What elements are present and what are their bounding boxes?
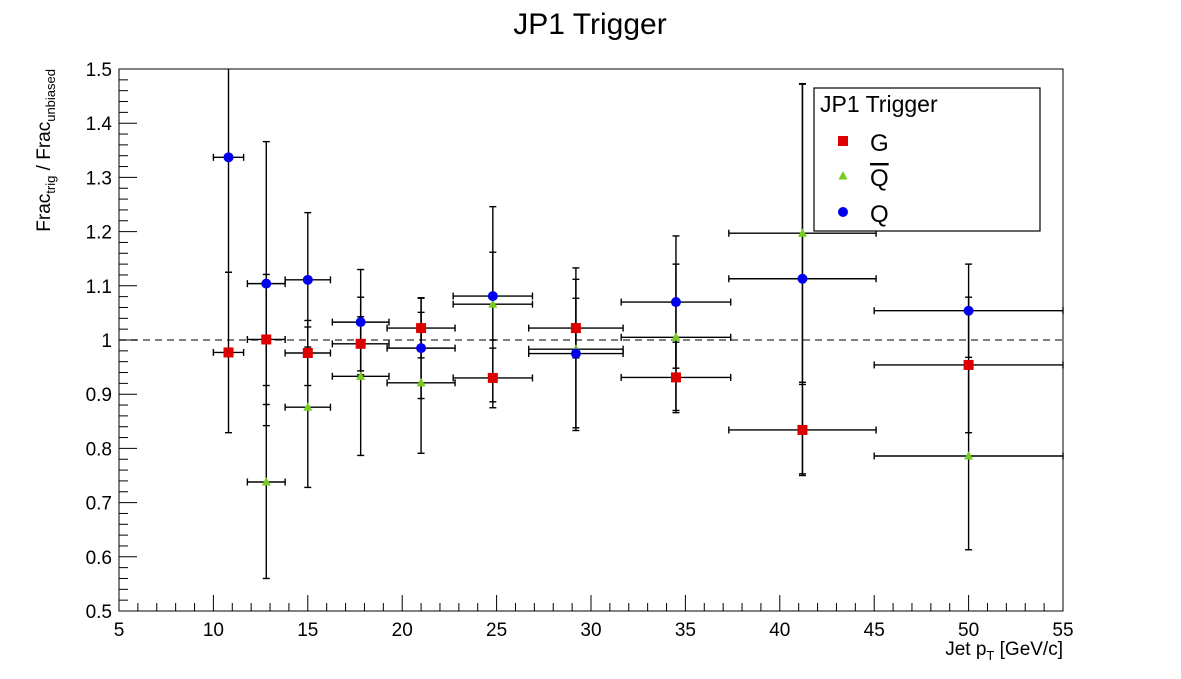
point-g xyxy=(302,348,313,359)
point-qbar xyxy=(416,377,426,387)
point-q xyxy=(416,343,427,354)
chart-title: JP1 Trigger xyxy=(513,8,666,41)
point-g xyxy=(261,334,272,345)
x-tick-label: 35 xyxy=(675,620,696,641)
y-tick-label: 1.2 xyxy=(86,223,112,244)
point-g xyxy=(670,372,681,383)
point-q xyxy=(797,273,808,284)
point-g xyxy=(570,323,581,334)
point-g xyxy=(416,323,427,334)
legend-marker-g xyxy=(838,136,848,146)
point-q xyxy=(670,297,681,308)
x-tick-label: 10 xyxy=(203,620,224,641)
point-q xyxy=(487,291,498,302)
point-q xyxy=(223,152,234,163)
y-tick-label: 1 xyxy=(101,331,112,352)
x-tick-label: 15 xyxy=(297,620,318,641)
y-tick-label: 0.8 xyxy=(86,439,112,460)
point-qbar xyxy=(671,332,681,341)
point-qbar xyxy=(797,228,807,237)
point-qbar xyxy=(964,450,974,460)
x-tick-label: 5 xyxy=(114,620,125,641)
point-qbar xyxy=(261,477,271,486)
point-g xyxy=(487,372,498,383)
point-qbar xyxy=(303,402,313,411)
point-g xyxy=(797,424,808,435)
legend-box xyxy=(813,87,1041,232)
x-tick-label: 30 xyxy=(580,620,601,641)
point-qbar xyxy=(356,371,366,380)
point-g xyxy=(355,338,366,349)
y-tick-label: 1.4 xyxy=(86,114,113,135)
x-tick-label: 20 xyxy=(392,620,413,641)
x-tick-label: 40 xyxy=(769,620,790,641)
x-tick-label: 55 xyxy=(1052,620,1073,641)
y-axis-label: Fractrig / Fracunbiased xyxy=(34,69,58,232)
legend-label-g: G xyxy=(870,130,889,157)
legend-label-q: Q xyxy=(870,201,889,228)
y-tick-label: 0.7 xyxy=(86,494,112,515)
point-g xyxy=(223,347,234,358)
y-tick-label: 1.3 xyxy=(86,168,112,189)
y-tick-label: 1.5 xyxy=(86,60,112,81)
y-tick-label: 0.6 xyxy=(86,548,112,569)
point-q xyxy=(261,278,272,289)
legend-marker-qbar xyxy=(838,171,848,180)
legend-label-qbar: Q xyxy=(870,165,889,192)
y-tick-label: 1.1 xyxy=(86,277,112,298)
legend-title: JP1 Trigger xyxy=(820,91,938,117)
x-tick-label: 50 xyxy=(958,620,979,641)
y-tick-label: 0.9 xyxy=(86,385,112,406)
point-g xyxy=(963,359,974,370)
point-q xyxy=(355,317,366,328)
point-qbar xyxy=(488,299,498,308)
point-q xyxy=(302,274,313,285)
point-q xyxy=(963,305,974,316)
point-q xyxy=(570,348,581,359)
legend-marker-q xyxy=(838,207,848,217)
y-tick-label: 0.5 xyxy=(86,602,112,623)
x-axis-label: Jet pT [GeV/c] xyxy=(945,639,1063,663)
x-tick-label: 25 xyxy=(486,620,507,641)
x-tick-label: 45 xyxy=(864,620,885,641)
